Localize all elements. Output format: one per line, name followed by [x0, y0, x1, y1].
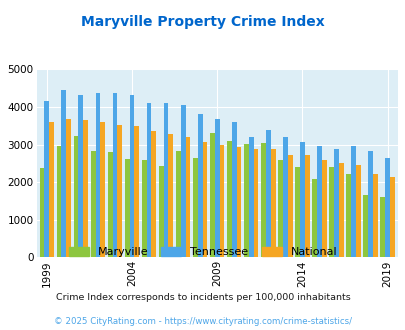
Bar	[321, 160, 326, 257]
Bar	[316, 146, 321, 257]
Bar	[372, 174, 377, 257]
Text: Crime Index corresponds to incidents per 100,000 inhabitants: Crime Index corresponds to incidents per…	[55, 292, 350, 302]
Bar	[287, 155, 292, 257]
Bar	[282, 137, 287, 257]
Bar	[57, 146, 61, 257]
Bar	[253, 149, 258, 257]
Bar	[243, 144, 248, 257]
Bar	[260, 143, 265, 257]
Bar	[304, 155, 309, 257]
Bar	[134, 126, 139, 257]
Text: © 2025 CityRating.com - https://www.cityrating.com/crime-statistics/: © 2025 CityRating.com - https://www.city…	[54, 317, 351, 326]
Bar	[231, 121, 236, 257]
Bar	[270, 149, 275, 257]
Bar	[299, 142, 304, 257]
Bar	[202, 142, 207, 257]
Bar	[117, 125, 122, 257]
Bar	[168, 134, 173, 257]
Bar	[362, 195, 367, 257]
Bar	[197, 115, 202, 257]
Bar	[192, 158, 197, 257]
Bar	[78, 95, 83, 257]
Legend: Maryville, Tennessee, National: Maryville, Tennessee, National	[64, 243, 341, 262]
Bar	[175, 150, 180, 257]
Bar	[49, 122, 54, 257]
Bar	[379, 197, 384, 257]
Bar	[107, 152, 112, 257]
Bar	[367, 150, 372, 257]
Bar	[158, 166, 163, 257]
Bar	[74, 136, 78, 257]
Bar	[180, 105, 185, 257]
Bar	[350, 146, 355, 257]
Bar	[277, 160, 282, 257]
Bar	[146, 103, 151, 257]
Bar	[328, 168, 333, 257]
Bar	[129, 94, 134, 257]
Bar	[248, 137, 253, 257]
Bar	[333, 149, 338, 257]
Bar	[265, 130, 270, 257]
Text: Maryville Property Crime Index: Maryville Property Crime Index	[81, 15, 324, 29]
Bar	[90, 151, 95, 257]
Bar	[185, 137, 190, 257]
Bar	[226, 141, 231, 257]
Bar	[209, 133, 214, 257]
Bar	[294, 167, 299, 257]
Bar	[236, 147, 241, 257]
Bar	[44, 101, 49, 257]
Bar	[214, 119, 219, 257]
Bar	[338, 163, 343, 257]
Bar	[83, 120, 88, 257]
Bar	[219, 145, 224, 257]
Bar	[61, 90, 66, 257]
Bar	[345, 174, 350, 257]
Bar	[311, 179, 316, 257]
Bar	[389, 177, 394, 257]
Bar	[95, 93, 100, 257]
Bar	[384, 158, 389, 257]
Bar	[141, 160, 146, 257]
Bar	[66, 119, 71, 257]
Bar	[112, 93, 117, 257]
Bar	[163, 103, 168, 257]
Bar	[355, 165, 360, 257]
Bar	[124, 159, 129, 257]
Bar	[40, 168, 44, 257]
Bar	[100, 122, 105, 257]
Bar	[151, 131, 156, 257]
